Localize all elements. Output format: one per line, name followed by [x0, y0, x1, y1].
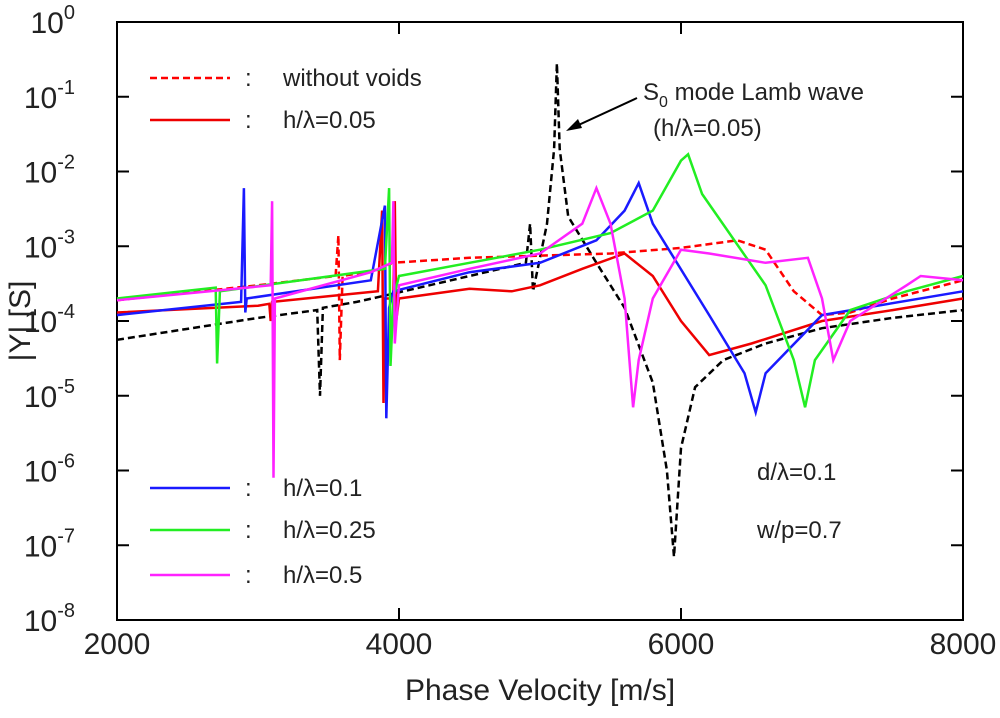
y-tick-exponent: -4: [57, 301, 75, 323]
legend-label: h/λ=0.5: [283, 562, 362, 589]
y-tick-label: 10-2: [24, 152, 75, 190]
annotation: w/p=0.7: [756, 517, 842, 544]
annotation: (h/λ=0.05): [653, 115, 762, 142]
legend-separator: :: [245, 65, 252, 92]
annotation: S0 mode Lamb wave: [643, 79, 864, 111]
x-tick-label: 4000: [366, 628, 433, 661]
legend-separator: :: [245, 517, 252, 544]
y-tick-label: 10-4: [24, 301, 75, 339]
y-tick-label: 10-7: [24, 525, 75, 563]
y-tick-label: 10-5: [24, 376, 75, 414]
y-tick-label: 10-6: [24, 451, 75, 489]
y-axis-label: |Y| [S]: [4, 281, 37, 362]
y-tick-base: 10: [24, 530, 57, 563]
y-tick-base: 10: [24, 381, 57, 414]
legend-label: h/λ=0.25: [283, 517, 376, 544]
y-tick-exponent: -1: [57, 77, 75, 99]
y-tick-exponent: 0: [64, 2, 75, 24]
series-line: [116, 152, 964, 408]
annotation: d/λ=0.1: [757, 459, 836, 486]
x-tick-label: 2000: [84, 628, 151, 661]
x-tick-label: 8000: [930, 628, 997, 661]
y-tick-exponent: -6: [57, 451, 75, 473]
y-tick-base: 10: [24, 231, 57, 264]
y-tick-label: 10-3: [24, 226, 75, 264]
arrow-head: [566, 119, 582, 131]
y-tick-exponent: -3: [57, 226, 75, 248]
y-tick-base: 10: [24, 605, 57, 638]
y-tick-base: 10: [24, 82, 57, 115]
legend-separator: :: [245, 107, 252, 134]
y-tick-base: 10: [24, 306, 57, 339]
y-tick-base: 10: [24, 157, 57, 190]
y-tick-label: 10-1: [24, 77, 75, 115]
series-line: [116, 179, 964, 419]
x-tick-label: 6000: [648, 628, 715, 661]
y-tick-exponent: -7: [57, 525, 75, 547]
series-line: [116, 63, 964, 557]
legend-label: without voids: [282, 65, 422, 92]
series-line: [116, 235, 964, 361]
y-tick-base: 10: [24, 456, 57, 489]
legend-separator: :: [245, 562, 252, 589]
y-tick-label: 10-8: [24, 600, 75, 638]
legend-label: h/λ=0.05: [283, 107, 376, 134]
y-tick-label: 100: [31, 2, 76, 40]
legend-separator: :: [245, 475, 252, 502]
series-line: [116, 184, 964, 478]
y-tick-exponent: -5: [57, 376, 75, 398]
legend-label: h/λ=0.1: [283, 475, 362, 502]
y-tick-base: 10: [31, 7, 64, 40]
arrow: [571, 97, 638, 129]
y-tick-exponent: -2: [57, 152, 75, 174]
y-tick-exponent: -8: [57, 600, 75, 622]
x-axis-label: Phase Velocity [m/s]: [405, 674, 675, 707]
